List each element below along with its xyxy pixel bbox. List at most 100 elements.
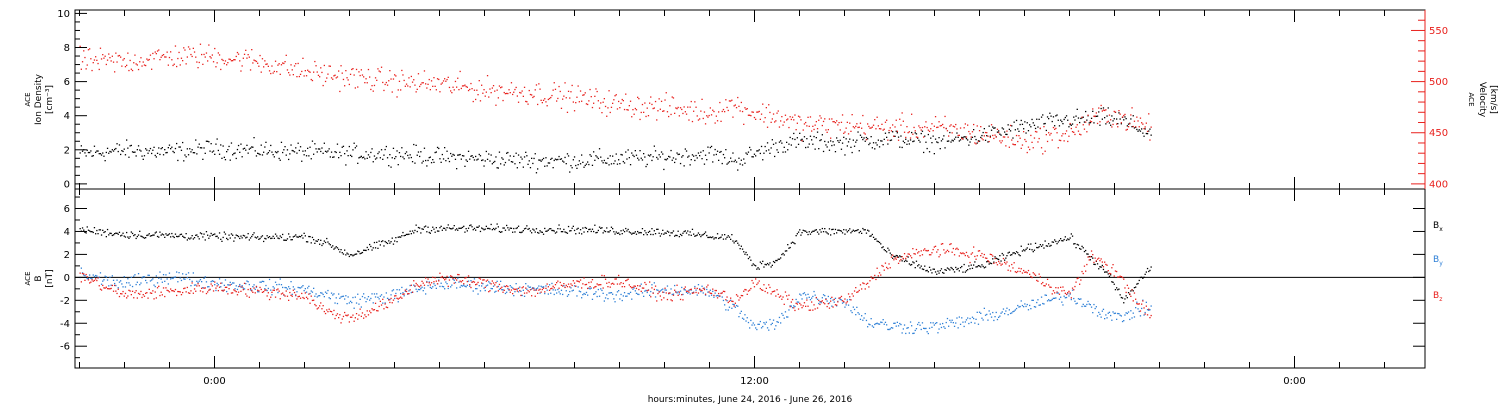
- data-point: [897, 136, 900, 138]
- data-point: [662, 288, 664, 290]
- data-point: [625, 280, 627, 282]
- data-point: [1061, 240, 1063, 242]
- data-point: [286, 288, 289, 290]
- data-point: [167, 283, 169, 285]
- data-point: [103, 279, 105, 281]
- data-point: [1135, 307, 1137, 309]
- data-point: [877, 125, 879, 127]
- data-point: [515, 283, 517, 285]
- data-point: [567, 283, 570, 285]
- data-point: [657, 110, 659, 112]
- data-point: [553, 293, 555, 296]
- data-point: [963, 136, 965, 138]
- data-point: [932, 268, 934, 270]
- data-point: [986, 135, 988, 137]
- data-point: [593, 102, 595, 104]
- data-point: [1146, 314, 1149, 316]
- data-point: [923, 151, 925, 154]
- data-point: [515, 86, 517, 89]
- data-point: [140, 150, 142, 152]
- data-point: [710, 294, 713, 296]
- data-point: [292, 74, 294, 76]
- data-point: [955, 322, 957, 324]
- data-point: [982, 256, 984, 258]
- data-point: [811, 301, 813, 303]
- data-point: [774, 328, 776, 330]
- data-point: [86, 149, 88, 151]
- data-point: [915, 328, 918, 330]
- data-point: [104, 287, 106, 289]
- data-point: [1080, 134, 1082, 136]
- data-point: [634, 285, 636, 287]
- data-point: [651, 228, 653, 230]
- data-point: [1130, 114, 1132, 116]
- data-point: [311, 291, 314, 293]
- data-point: [1095, 306, 1097, 308]
- data-point: [989, 135, 991, 137]
- data-point: [522, 230, 524, 232]
- data-point: [389, 154, 391, 156]
- data-point: [347, 155, 349, 157]
- data-point: [704, 154, 707, 156]
- data-point: [858, 289, 860, 292]
- data-point: [365, 78, 367, 80]
- data-point: [827, 129, 829, 131]
- data-point: [602, 287, 604, 289]
- data-point: [645, 232, 647, 234]
- data-point: [570, 230, 572, 232]
- data-point: [201, 233, 203, 235]
- data-point: [795, 129, 797, 131]
- data-point: [205, 52, 208, 54]
- data-point: [757, 267, 759, 269]
- data-point: [81, 227, 84, 229]
- data-point: [944, 327, 946, 329]
- data-point: [106, 228, 109, 231]
- data-point: [871, 147, 873, 149]
- data-point: [666, 230, 669, 232]
- data-point: [607, 298, 609, 300]
- data-point: [239, 237, 241, 240]
- data-point: [944, 115, 946, 118]
- data-point: [643, 153, 645, 155]
- data-point: [709, 289, 711, 291]
- data-point: [209, 235, 211, 237]
- data-point: [96, 279, 98, 282]
- data-point: [708, 152, 710, 154]
- data-point: [889, 139, 891, 142]
- data-point: [727, 162, 729, 164]
- data-point: [302, 57, 304, 59]
- data-point: [638, 98, 640, 100]
- data-point: [440, 161, 442, 163]
- data-point: [830, 297, 832, 300]
- data-point: [535, 172, 538, 174]
- data-point: [867, 282, 869, 284]
- data-point: [763, 266, 765, 268]
- data-point: [977, 140, 980, 143]
- data-point: [154, 285, 156, 288]
- data-point: [345, 314, 347, 316]
- data-point: [1110, 124, 1112, 126]
- data-point: [1098, 257, 1100, 259]
- data-point: [102, 284, 104, 287]
- data-point: [1009, 254, 1012, 256]
- data-point: [571, 227, 573, 229]
- data-point: [1087, 253, 1089, 255]
- data-point: [319, 295, 321, 297]
- data-point: [900, 256, 902, 258]
- data-point: [380, 149, 383, 151]
- data-point: [333, 75, 335, 77]
- data-point: [953, 325, 956, 327]
- data-point: [141, 235, 143, 238]
- data-point: [531, 295, 533, 297]
- data-point: [167, 147, 169, 149]
- data-point: [1073, 297, 1075, 300]
- data-point: [550, 96, 552, 99]
- data-point: [694, 235, 696, 237]
- data-point: [741, 110, 744, 113]
- data-point: [956, 247, 958, 249]
- data-point: [700, 235, 702, 238]
- data-point: [390, 241, 392, 243]
- data-point: [788, 143, 790, 145]
- data-point: [995, 136, 997, 138]
- data-point: [416, 230, 418, 233]
